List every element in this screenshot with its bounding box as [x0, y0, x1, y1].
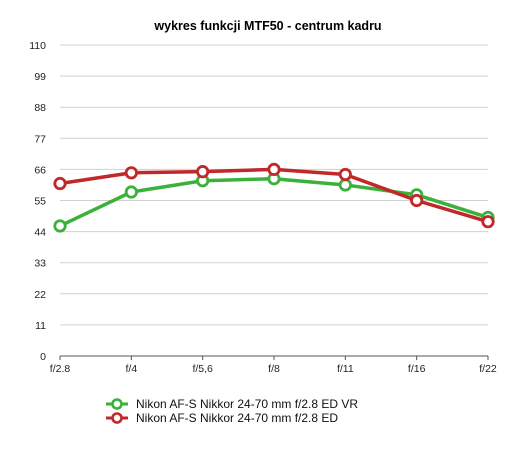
y-tick-label: 77 [34, 133, 46, 145]
legend-label: Nikon AF-S Nikkor 24-70 mm f/2.8 ED VR [136, 397, 358, 411]
data-point [267, 162, 281, 176]
y-tick-label: 88 [34, 102, 46, 114]
data-point [124, 185, 138, 199]
legend-label: Nikon AF-S Nikkor 24-70 mm f/2.8 ED [136, 411, 338, 425]
legend-entry: Nikon AF-S Nikkor 24-70 mm f/2.8 ED [106, 411, 338, 425]
axes [59, 355, 489, 360]
y-tick-label: 0 [40, 351, 46, 363]
y-tick-label: 33 [34, 258, 46, 270]
series-lines [53, 162, 495, 233]
data-point [338, 167, 352, 182]
y-tick-label: 11 [35, 320, 46, 332]
x-tick-label: f/5,6 [192, 363, 213, 375]
y-tick-label: 44 [34, 227, 46, 239]
data-point [53, 176, 67, 191]
y-tick-label: 99 [34, 71, 46, 83]
y-tick-label: 22 [34, 289, 46, 301]
x-tick-label: f/4 [125, 363, 137, 375]
data-point [196, 165, 210, 179]
data-point [481, 215, 495, 229]
y-tick-label: 55 [34, 196, 46, 208]
y-tick-labels: 0 11 22 33 44 55 66 77 88 99 110 [29, 40, 46, 363]
x-tick-label: f/8 [268, 363, 280, 375]
legend-entry: Nikon AF-S Nikkor 24-70 mm f/2.8 ED VR [106, 397, 358, 411]
y-tick-label: 110 [29, 40, 46, 52]
legend-swatch-marker [111, 398, 123, 410]
series-1 [53, 162, 495, 229]
data-point [338, 178, 352, 192]
legend-swatch-marker [111, 412, 123, 424]
data-point [410, 193, 424, 208]
x-tick-label: f/16 [408, 363, 426, 375]
data-point [124, 166, 138, 180]
data-point [53, 219, 67, 233]
x-tick-label: f/22 [479, 363, 497, 375]
y-tick-label: 66 [34, 164, 46, 176]
chart-title: wykres funkcji MTF50 - centrum kadru [153, 19, 381, 33]
legend: Nikon AF-S Nikkor 24-70 mm f/2.8 ED VRNi… [106, 397, 358, 425]
x-tick-label: f/11 [337, 363, 354, 375]
x-tick-labels: f/2.8 f/4 f/5,6 f/8 f/11 f/16 f/22 [50, 363, 497, 375]
x-tick-label: f/2.8 [50, 363, 71, 375]
